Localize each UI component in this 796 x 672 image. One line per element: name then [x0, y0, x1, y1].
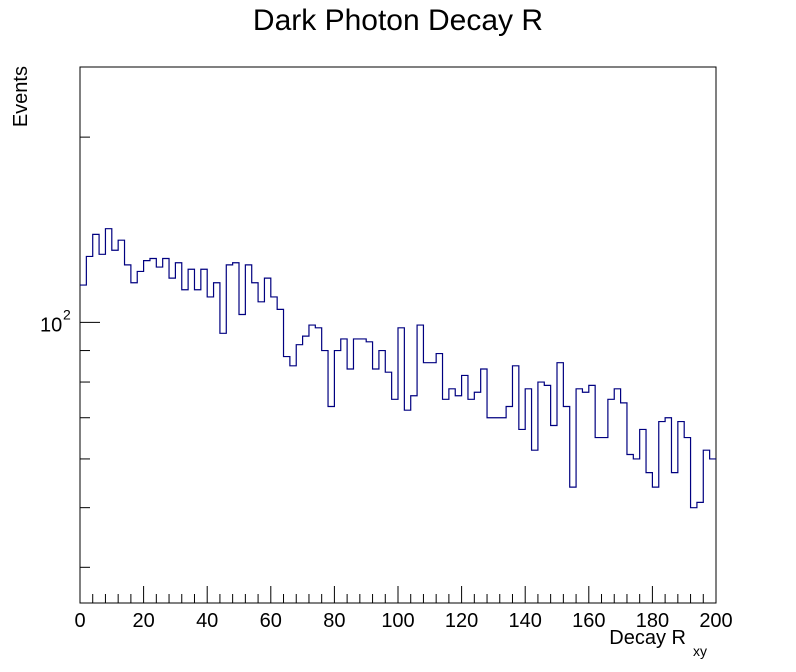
histogram-series-line — [80, 228, 716, 509]
x-tick-label: 140 — [509, 610, 542, 632]
x-tick-label: 40 — [196, 610, 218, 632]
y-tick-label: 10 — [40, 314, 62, 336]
x-axis-title: Decay R — [609, 627, 686, 649]
x-tick-label: 120 — [445, 610, 478, 632]
chart-title: Dark Photon Decay R — [252, 4, 544, 37]
x-tick-label: 80 — [323, 610, 345, 632]
y-tick-label-exponent: 2 — [63, 306, 71, 322]
x-tick-label: 60 — [260, 610, 282, 632]
x-axis-title-subscript: xy — [693, 643, 707, 659]
x-tick-label: 160 — [572, 610, 605, 632]
x-tick-label: 20 — [132, 610, 154, 632]
x-tick-label: 0 — [74, 610, 85, 632]
y-axis-title: Events — [10, 66, 32, 127]
x-tick-label: 180 — [636, 610, 669, 632]
x-tick-label: 200 — [699, 610, 732, 632]
x-tick-label: 100 — [381, 610, 414, 632]
